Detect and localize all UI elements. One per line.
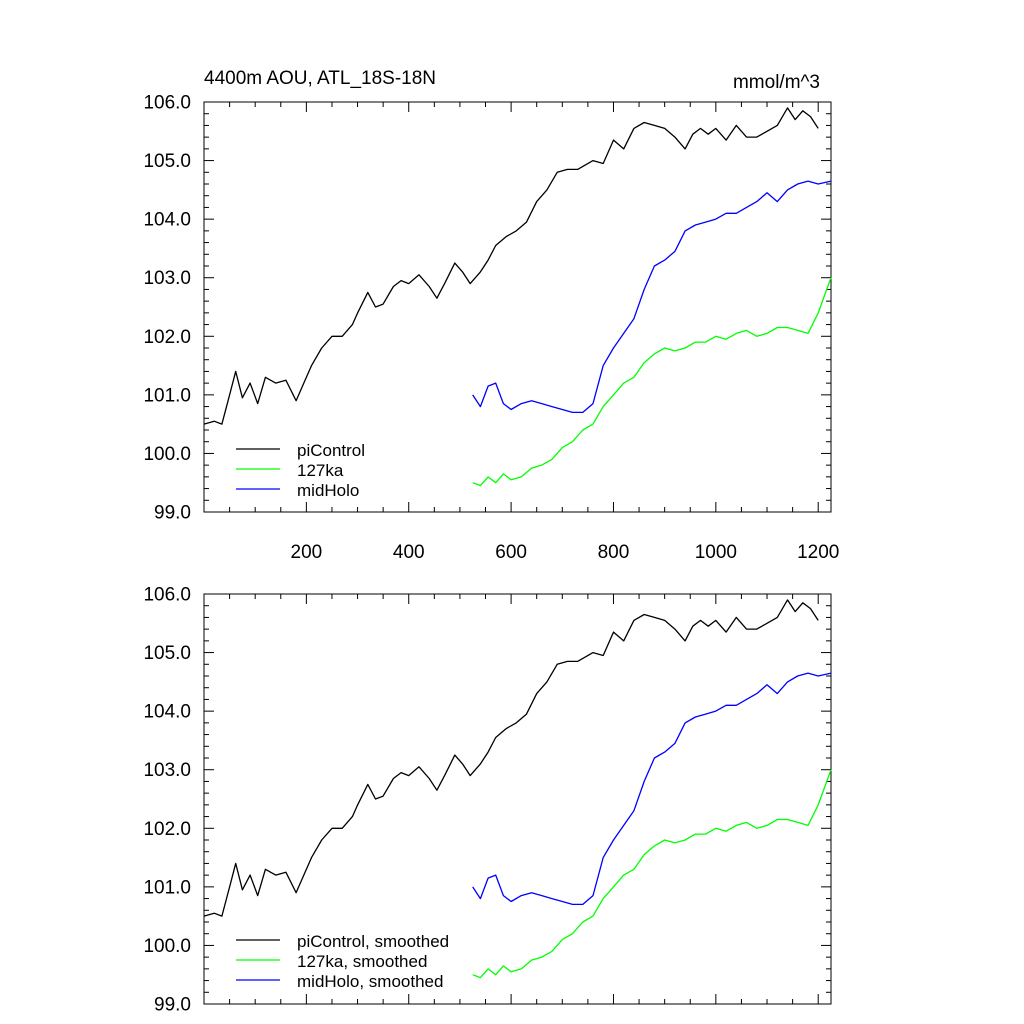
top-panel: 4400m AOU, ATL_18S-18N mmol/m^3 99.0 100.…	[143, 68, 839, 563]
y-tick-label: 103.0	[143, 760, 191, 781]
bottom-panel: 99.0 100.0 101.0 102.0 103.0 104.0 105.0 106.0 p…	[143, 585, 832, 1016]
y-tick-label: 103.0	[143, 268, 191, 289]
y-tick-label: 102.0	[143, 327, 191, 348]
legend-label: midHolo	[297, 481, 359, 500]
y-tick-label: 100.0	[143, 936, 191, 957]
y-tick-label: 106.0	[143, 585, 191, 606]
legend-label: piControl	[297, 441, 365, 460]
y-tick-label: 99.0	[154, 503, 191, 524]
x-tick-label: 800	[598, 542, 630, 563]
y-tick-label: 106.0	[143, 93, 191, 114]
x-tick-label: 200	[291, 542, 323, 563]
legend-label: midHolo, smoothed	[297, 972, 443, 991]
y-tick-label: 101.0	[143, 385, 191, 406]
series-line-127ka	[472, 277, 832, 487]
y-tick-label: 104.0	[143, 210, 191, 231]
legend-label: 127ka	[297, 461, 344, 480]
units-label: mmol/m^3	[733, 72, 820, 93]
legend-label: piControl, smoothed	[297, 932, 449, 951]
y-tick-label: 101.0	[143, 877, 191, 898]
legend-label: 127ka, smoothed	[297, 952, 427, 971]
y-tick-label: 102.0	[143, 819, 191, 840]
plot-frame	[203, 593, 832, 1005]
y-tick-label: 105.0	[143, 643, 191, 664]
series-line-midholo	[472, 180, 832, 414]
y-tick-label: 105.0	[143, 151, 191, 172]
series-line-midholo	[472, 672, 832, 906]
x-tick-label: 1200	[797, 542, 839, 563]
series-line-picontrol	[203, 599, 819, 917]
x-tick-label: 400	[393, 542, 425, 563]
y-tick-label: 99.0	[154, 995, 191, 1016]
x-tick-label: 1000	[695, 542, 737, 563]
plot-frame	[203, 101, 832, 513]
chart-title: 4400m AOU, ATL_18S-18N	[204, 68, 436, 89]
series-line-127ka	[472, 769, 832, 979]
x-tick-label: 600	[495, 542, 527, 563]
y-tick-label: 100.0	[143, 444, 191, 465]
y-tick-label: 104.0	[143, 702, 191, 723]
series-line-picontrol	[203, 107, 819, 425]
